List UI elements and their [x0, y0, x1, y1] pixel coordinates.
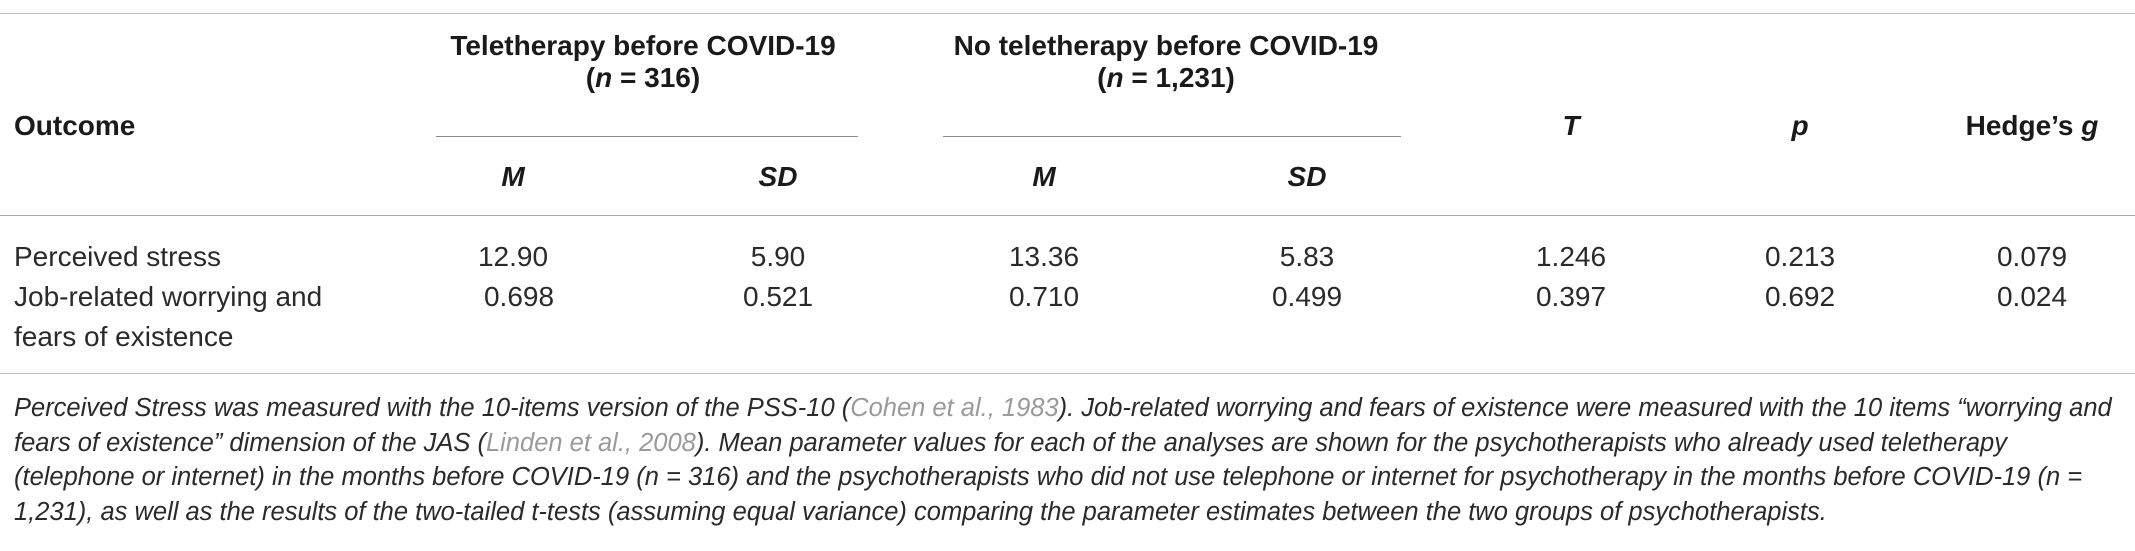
row-m1: 0.698: [483, 281, 555, 312]
reference-link-cohen[interactable]: Cohen et al., 1983: [850, 394, 1059, 422]
t-header: T: [1562, 110, 1580, 141]
row-m2: 13.36: [1008, 241, 1080, 272]
group1-n: (n = 316): [585, 62, 701, 93]
reference-link-linden[interactable]: Linden et al., 2008: [485, 428, 696, 457]
m2-header: M: [1032, 161, 1056, 192]
row-g: 0.024: [1996, 281, 2068, 312]
row-sd2: 5.83: [1279, 241, 1335, 272]
row-outcome: Perceived stress: [14, 241, 221, 272]
row-g: 0.079: [1996, 241, 2068, 272]
group1-underline: [436, 136, 858, 137]
row-sd1: 0.521: [742, 281, 814, 312]
p-header: p: [1791, 110, 1809, 141]
group2-title: No teletherapy before COVID-19: [953, 30, 1379, 61]
sd1-header: SD: [758, 161, 798, 192]
group1-title: Teletherapy before COVID-19: [450, 30, 836, 61]
footnote-text: Perceived Stress was measured with the 1…: [14, 394, 851, 422]
table-bottom-rule: [0, 373, 2135, 374]
row-sd2: 0.499: [1271, 281, 1343, 312]
m1-header: M: [501, 161, 525, 192]
row-p: 0.213: [1764, 241, 1836, 272]
table-top-rule: [0, 13, 2135, 14]
row-sd1: 5.90: [750, 241, 806, 272]
row-outcome-continued: fears of existence: [14, 321, 234, 352]
footnote-text: ). Job-related worrying and fears of exi…: [14, 394, 2112, 457]
row-t: 1.246: [1535, 241, 1607, 272]
row-outcome: Job-related worrying and: [14, 281, 323, 312]
row-p: 0.692: [1764, 281, 1836, 312]
row-t: 0.397: [1535, 281, 1607, 312]
row-m2: 0.710: [1008, 281, 1080, 312]
outcome-header: Outcome: [14, 110, 136, 141]
footnote-text: ). Mean parameter values for each of the…: [14, 428, 2083, 526]
group2-n: (n = 1,231): [1097, 62, 1235, 93]
group2-underline: [943, 136, 1401, 137]
hedges-g-header: Hedge’s g: [1965, 110, 2099, 141]
table-footnote: Perceived Stress was measured with the 1…: [14, 391, 2124, 529]
sd2-header: SD: [1287, 161, 1327, 192]
row-m1: 12.90: [477, 241, 549, 272]
header-bottom-rule: [0, 215, 2135, 216]
